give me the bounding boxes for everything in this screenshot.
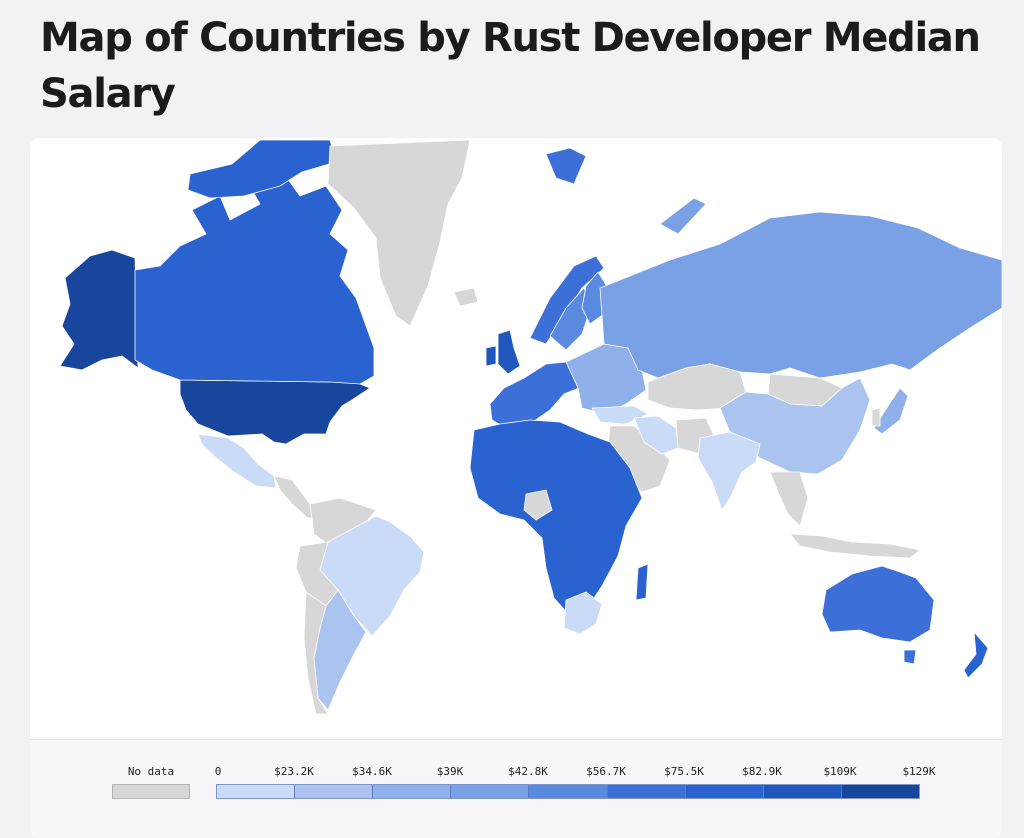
country-greenland[interactable]: Greenland: [327, 139, 471, 327]
country-novaya-zemlya[interactable]: Russia: [659, 197, 707, 235]
country-uk[interactable]: United Kingdom: [497, 329, 521, 375]
no-data-swatch: [112, 784, 190, 799]
legend-tick-9: $129K: [902, 765, 936, 778]
legend-tick-3: $39K: [436, 765, 464, 778]
country-korea[interactable]: Greenland: [871, 407, 881, 427]
legend-color-scale: [216, 784, 920, 799]
no-data-label: No data: [127, 765, 175, 778]
country-alaska[interactable]: Alaska (United States): [59, 249, 139, 371]
map-card: Alaska (United States) United States Can…: [30, 138, 1002, 838]
legend-bin-2: [373, 785, 452, 798]
legend-tick-2: $34.6K: [352, 765, 392, 778]
country-india[interactable]: India: [697, 431, 761, 511]
country-canada[interactable]: Canada: [134, 167, 375, 385]
country-canada-islands[interactable]: Canada: [187, 139, 337, 199]
country-tasmania[interactable]: South Africa: [903, 649, 917, 665]
country-southeast-asia[interactable]: Kazakhstan: [769, 471, 809, 527]
map-legend: No data 0 $23.2K $34.6K $39K $42.8K $56.…: [30, 739, 1002, 838]
legend-bin-6: [685, 785, 764, 798]
page-title: Map of Countries by Rust Developer Media…: [40, 15, 981, 117]
country-ireland[interactable]: United Kingdom: [485, 345, 497, 367]
country-new-zealand[interactable]: Australia: [963, 631, 989, 679]
legend-tick-6: $75.5K: [664, 765, 704, 778]
legend-bin-5: [607, 785, 686, 798]
country-mexico[interactable]: Mexico: [197, 433, 277, 489]
country-south-africa[interactable]: Nigeria: [563, 591, 603, 635]
legend-bin-8: [841, 785, 919, 798]
country-svalbard[interactable]: Norway: [545, 147, 587, 185]
legend-bin-3: [451, 785, 530, 798]
legend-bin-4: [529, 785, 608, 798]
world-map[interactable]: Alaska (United States) United States Can…: [30, 138, 1002, 739]
legend-tick-4: $42.8K: [508, 765, 548, 778]
legend-tick-8: $109K: [823, 765, 857, 778]
legend-bin-0: [217, 785, 296, 798]
country-iceland[interactable]: Greenland: [453, 287, 479, 307]
legend-tick-7: $82.9K: [742, 765, 782, 778]
legend-tick-5: $56.7K: [586, 765, 626, 778]
country-nigeria[interactable]: Africa: [523, 489, 553, 521]
country-australia[interactable]: South Africa: [821, 565, 935, 643]
legend-bin-7: [763, 785, 842, 798]
legend-tick-0: 0: [214, 765, 222, 778]
legend-bin-1: [295, 785, 374, 798]
country-africa[interactable]: Japan: [469, 419, 643, 617]
country-indonesia[interactable]: Greenland: [789, 533, 921, 559]
country-chile[interactable]: Greenland: [303, 591, 329, 715]
country-japan[interactable]: Iran: [873, 387, 909, 435]
legend-tick-1: $23.2K: [274, 765, 314, 778]
country-madagascar[interactable]: Japan: [635, 563, 649, 601]
